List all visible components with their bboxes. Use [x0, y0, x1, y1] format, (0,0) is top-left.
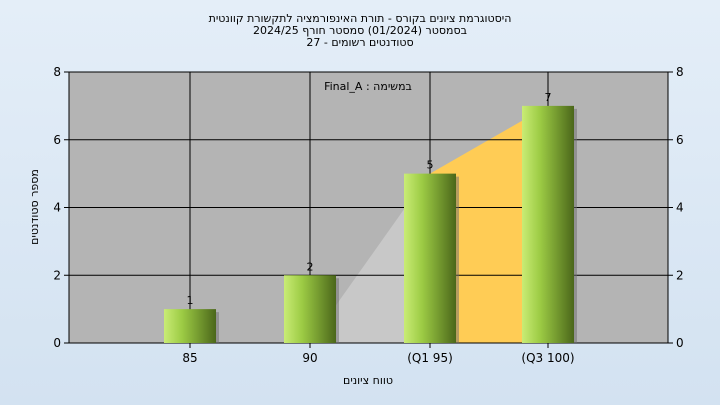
bar-data-label: 7 [545, 91, 552, 104]
y-tick-label-left: 6 [53, 133, 61, 147]
chart-subtitle: במשימה : Final_A [324, 80, 412, 93]
bar [164, 309, 216, 343]
y-tick-label-left: 8 [53, 65, 61, 79]
interquartile-band [430, 105, 548, 343]
x-tick-label: 85 [182, 351, 197, 365]
y-tick-label-right: 0 [676, 336, 684, 350]
bar [404, 173, 456, 343]
y-tick-label-right: 2 [676, 268, 684, 282]
x-tick-label: (Q1 95) [407, 351, 453, 365]
x-axis-label: טווח ציונים [343, 374, 393, 387]
bar-data-label: 1 [187, 294, 194, 307]
bar [284, 275, 336, 343]
x-tick-label: (Q3 100) [521, 351, 574, 365]
bar [522, 105, 574, 343]
y-tick-label-left: 2 [53, 268, 61, 282]
chart-title-line-1: היסטוגרמת ציונים בקורס - תורת האינפורמצי… [209, 12, 512, 25]
y-tick-label-right: 8 [676, 65, 684, 79]
chart-title-line-2: בסמסטר (01/2024) סמסטר חורף 2024/25 [253, 24, 467, 37]
bar-data-label: 5 [427, 159, 434, 172]
y-tick-label-right: 6 [676, 133, 684, 147]
chart-title-line-3: סטודנטים רשומים - 27 [306, 36, 413, 49]
y-axis-label: מספר סטודנטים [28, 169, 41, 245]
bar-data-label: 2 [307, 260, 314, 273]
x-tick-label: 90 [302, 351, 317, 365]
y-tick-label-right: 4 [676, 201, 684, 215]
y-tick-label-left: 0 [53, 336, 61, 350]
y-tick-label-left: 4 [53, 201, 61, 215]
